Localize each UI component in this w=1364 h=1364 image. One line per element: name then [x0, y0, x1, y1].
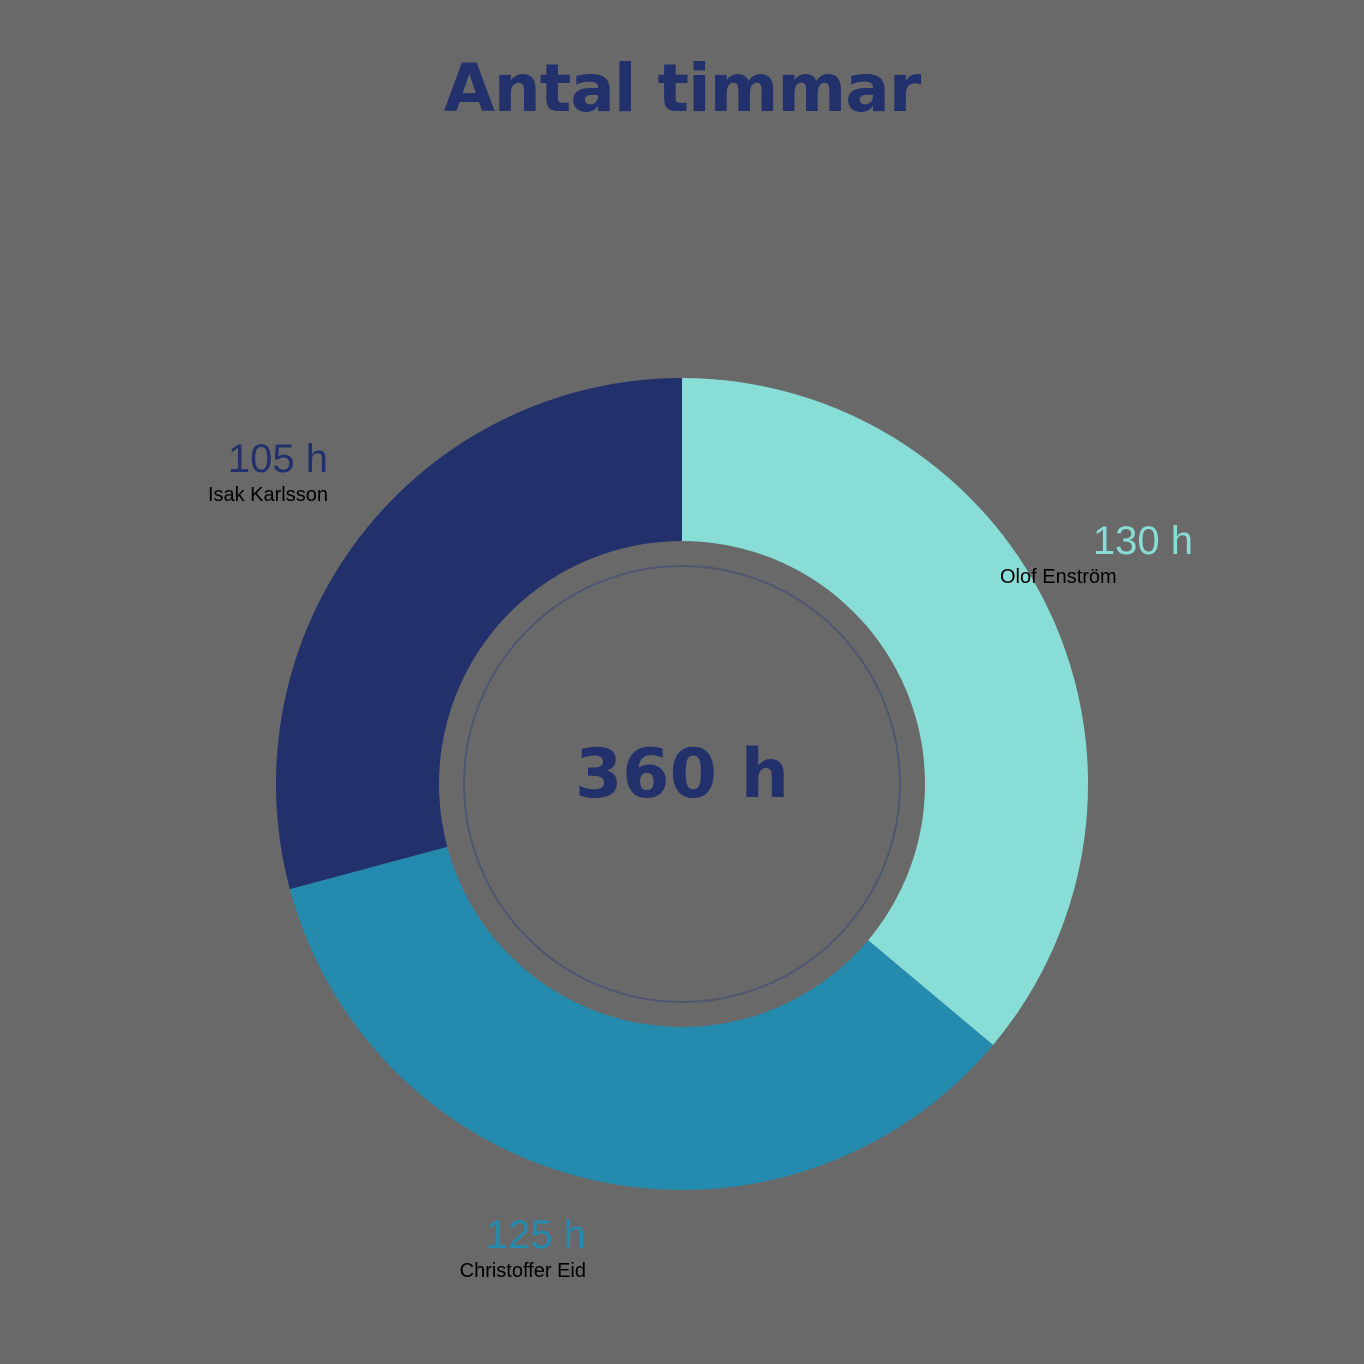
donut-slice-olof [682, 378, 1088, 1045]
donut-slice-christoffer [289, 846, 994, 1190]
slice-name-label: Olof Enström [1000, 566, 1117, 588]
slice-label-olof: 130 h Olof Enström [1000, 518, 1207, 590]
slice-value-label: 105 h [227, 437, 328, 481]
slice-name-label: Isak Karlsson [207, 484, 328, 506]
slice-label-isak: 105 h Isak Karlsson [120, 436, 328, 508]
donut-slice-isak [275, 378, 682, 890]
chart-title: Antal timmar [443, 50, 922, 127]
slice-value-label: 130 h [1092, 519, 1193, 563]
slice-label-christoffer: 125 h Christoffer Eid [400, 1212, 586, 1284]
total-value-label: 360 h [574, 735, 790, 814]
inner-ring-decoration [463, 565, 901, 1003]
slice-name-label: Christoffer Eid [459, 1260, 586, 1282]
donut-slices [275, 378, 1088, 1190]
slice-value-label: 125 h [485, 1213, 586, 1257]
